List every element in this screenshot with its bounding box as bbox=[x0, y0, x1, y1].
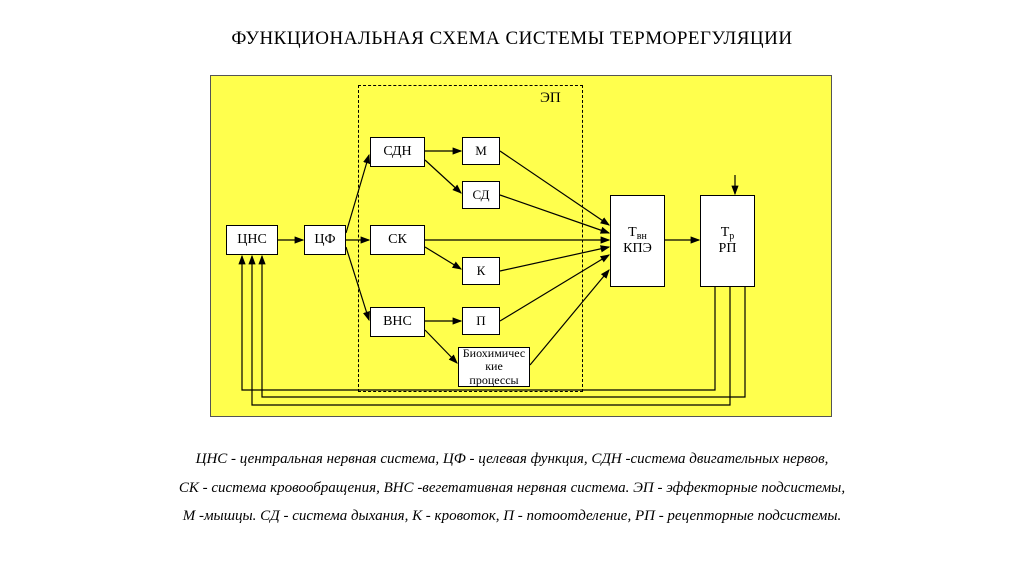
node-cf: ЦФ bbox=[304, 225, 346, 255]
node-sk: СК bbox=[370, 225, 425, 255]
node-cns: ЦНС bbox=[226, 225, 278, 255]
node-m: М bbox=[462, 137, 500, 165]
node-kpe-label2: КПЭ bbox=[623, 241, 652, 257]
node-bio: Биохимичес кие процессы bbox=[458, 347, 530, 387]
legend-line-2: СК - система кровообращения, ВНС -вегета… bbox=[90, 474, 934, 503]
node-rp-label: Тр bbox=[721, 225, 735, 241]
page-title: ФУНКЦИОНАЛЬНАЯ СХЕМА СИСТЕМЫ ТЕРМОРЕГУЛЯ… bbox=[0, 0, 1024, 50]
node-kpe-label: Твн bbox=[628, 225, 647, 241]
node-vns: ВНС bbox=[370, 307, 425, 337]
diagram: ЭП ЦНС ЦФ СДН СК ВНС М СД К П Биохимичес… bbox=[210, 75, 830, 415]
node-kpe: Твн КПЭ bbox=[610, 195, 665, 287]
node-sd: СД bbox=[462, 181, 500, 209]
legend-line-1: ЦНС - центральная нервная система, ЦФ - … bbox=[90, 445, 934, 474]
node-p: П bbox=[462, 307, 500, 335]
node-sdn: СДН bbox=[370, 137, 425, 167]
node-rp-label2: РП bbox=[719, 241, 737, 257]
legend-line-3: М -мышцы. СД - система дыхания, К - кров… bbox=[90, 502, 934, 531]
node-rp: Тр РП bbox=[700, 195, 755, 287]
group-ep-label: ЭП bbox=[540, 90, 561, 107]
legend: ЦНС - центральная нервная система, ЦФ - … bbox=[90, 445, 934, 531]
node-k: К bbox=[462, 257, 500, 285]
